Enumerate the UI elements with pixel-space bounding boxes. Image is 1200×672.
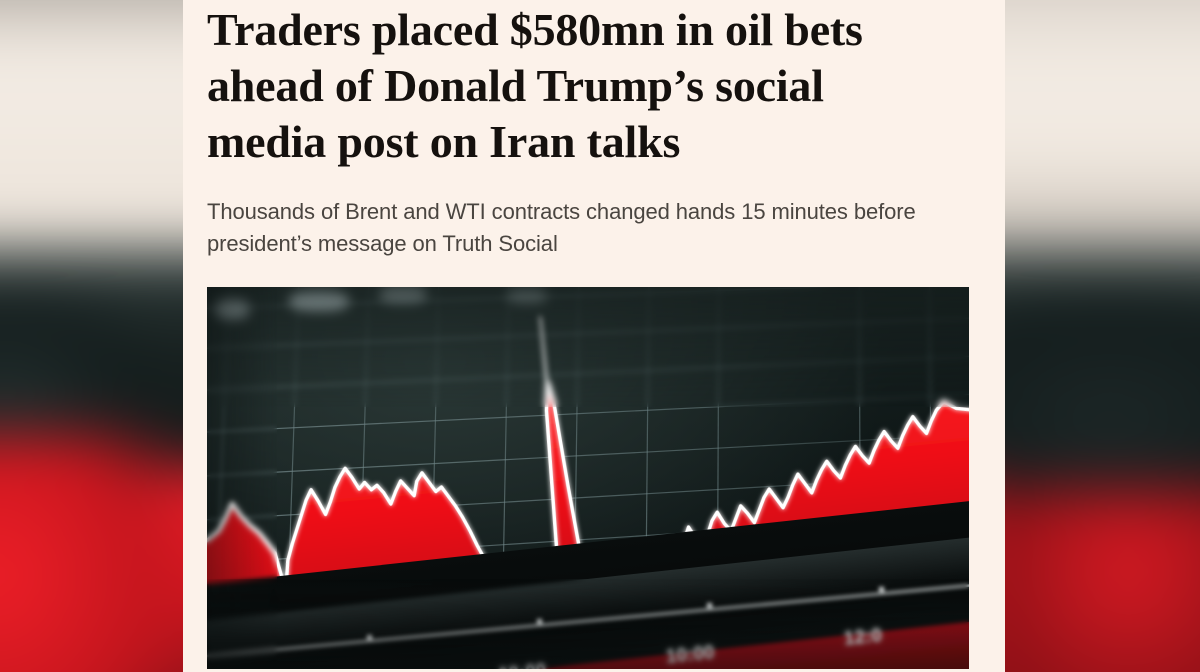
page-title: Traders placed $580mn in oil bets ahead …: [207, 4, 863, 167]
backdrop-red-blob-right: [971, 488, 1200, 672]
article-figure: 08:00 10:00 12:0: [207, 287, 969, 669]
backdrop-red-blob-left: [0, 435, 187, 672]
article-panel: Traders placed $580mn in oil bets ahead …: [183, 0, 1005, 672]
trading-screen-photo: 08:00 10:00 12:0: [207, 287, 969, 669]
x-axis-tick-label: 10:00: [665, 642, 716, 668]
article-standfirst: Thousands of Brent and WTI contracts cha…: [207, 199, 916, 256]
x-axis-tick-label: 12:0: [843, 625, 883, 650]
